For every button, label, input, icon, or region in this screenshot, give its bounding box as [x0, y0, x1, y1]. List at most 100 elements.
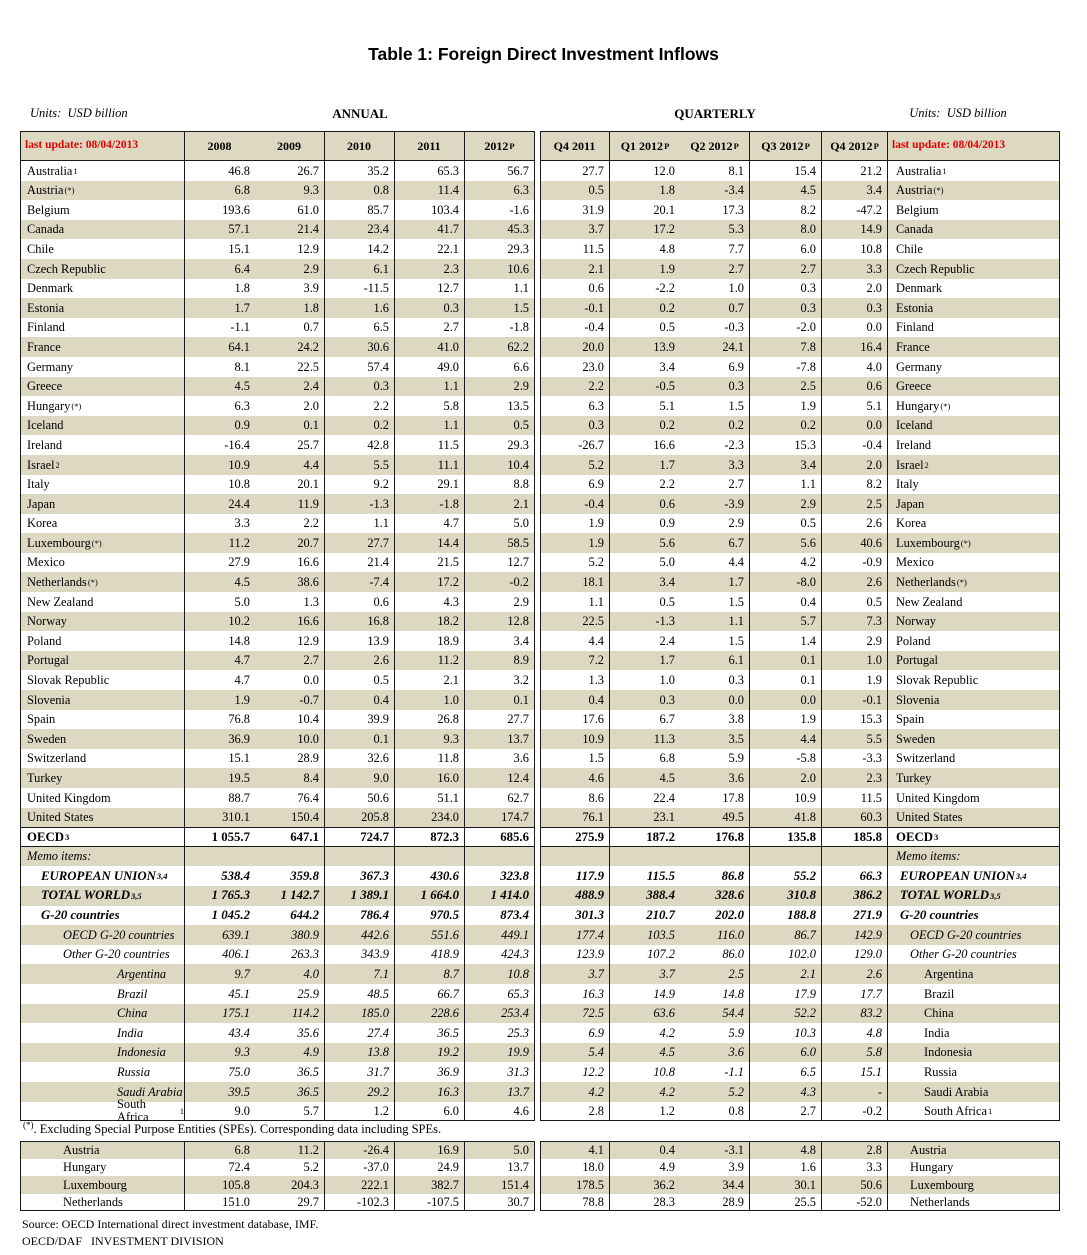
country-label-right: Norway	[888, 611, 1060, 632]
table-gap	[535, 435, 540, 455]
annual-value: 6.3	[465, 180, 535, 201]
annual-value: 150.4	[255, 807, 325, 828]
quarterly-value: 5.1	[610, 396, 680, 416]
annual-value: 3.3	[185, 513, 255, 534]
annual-value: 418.9	[395, 944, 465, 965]
quarterly-value: 4.5	[750, 180, 822, 201]
annual-section-label: ANNUAL	[332, 106, 388, 121]
quarterly-value: 2.7	[680, 258, 750, 279]
annual-value: 1.0	[395, 690, 465, 710]
country-label: Indonesia	[20, 1042, 185, 1063]
annual-value: 27.7	[465, 709, 535, 730]
quarterly-value: 14.9	[822, 219, 888, 240]
quarterly-value: 271.9	[822, 905, 888, 926]
quarterly-value: 102.0	[750, 944, 822, 965]
annual-value: 23.4	[325, 219, 395, 240]
quarterly-value: 10.8	[610, 1062, 680, 1082]
quarterly-value: 14.9	[610, 983, 680, 1004]
table-row: Australia 1 46.8 26.7 35.2 65.3 56.7 27.7 12.0 8.…	[20, 161, 1060, 181]
annual-value: 6.6	[465, 356, 535, 377]
quarterly-value: 10.9	[750, 788, 822, 808]
annual-value: 449.1	[465, 925, 535, 945]
annual-value: 6.3	[185, 396, 255, 416]
country-label: Luxembourg	[20, 1176, 185, 1194]
table-gap	[535, 376, 540, 397]
quarterly-value: 0.2	[610, 298, 680, 318]
quarterly-value: 6.7	[610, 709, 680, 730]
annual-value: 51.1	[395, 788, 465, 808]
table-gap	[535, 180, 540, 201]
annual-value: 1 664.0	[395, 885, 465, 906]
country-label-right: Luxembourg (*)	[888, 533, 1060, 553]
annual-value: 75.0	[185, 1062, 255, 1082]
country-label: Iceland	[20, 415, 185, 436]
table-row: Poland 14.8 12.9 13.9 18.9 3.4 4.4 2.4 1.5 1.4 2.9…	[20, 631, 1060, 651]
table-gap	[535, 161, 540, 181]
annual-value: 13.8	[325, 1042, 395, 1063]
quarterly-value: 16.4	[822, 337, 888, 357]
quarterly-value: 11.3	[610, 729, 680, 749]
annual-value: 1 055.7	[185, 827, 255, 847]
country-label: Chile	[20, 239, 185, 259]
table-gap	[535, 748, 540, 769]
country-label: TOTAL WORLD 3,5	[20, 885, 185, 906]
quarterly-value: 176.8	[680, 827, 750, 847]
annual-value: 367.3	[325, 866, 395, 886]
table-gap	[535, 258, 540, 279]
annual-value: 88.7	[185, 788, 255, 808]
quarterly-value: -5.8	[750, 748, 822, 769]
quarterly-value: 0.1	[750, 670, 822, 691]
quarterly-value: -0.4	[540, 317, 610, 338]
quarterly-value: 129.0	[822, 944, 888, 965]
annual-value: 27.7	[325, 533, 395, 553]
table-row: Sweden 36.9 10.0 0.1 9.3 13.7 10.9 11.3 3.5 4.4 5.…	[20, 729, 1060, 749]
quarterly-value: 4.2	[750, 552, 822, 573]
quarterly-value: 86.7	[750, 925, 822, 945]
quarterly-value: 4.4	[750, 729, 822, 749]
quarterly-value: 1.9	[610, 258, 680, 279]
annual-value: 5.0	[465, 513, 535, 534]
annual-value: 24.2	[255, 337, 325, 357]
quarterly-value: 78.8	[540, 1193, 610, 1212]
quarterly-value: 83.2	[822, 1003, 888, 1024]
table-row: United States 310.1 150.4 205.8 234.0 174.7 76…	[20, 807, 1060, 828]
table-row: Hungary 72.4 5.2 -37.0 24.9 13.7 18.0 4.9 3.9 1.6…	[20, 1158, 1060, 1177]
country-label: Other G-20 countries	[20, 944, 185, 965]
quarterly-value: 1.1	[680, 611, 750, 632]
quarterly-value: 1.3	[540, 670, 610, 691]
annual-value: 10.8	[185, 474, 255, 495]
quarterly-value: 2.5	[680, 964, 750, 984]
quarterly-value: 17.7	[822, 983, 888, 1004]
annual-value: -11.5	[325, 278, 395, 299]
quarterly-value: 2.0	[822, 278, 888, 299]
annual-value: 10.6	[465, 258, 535, 279]
quarterly-value: -0.1	[540, 298, 610, 318]
quarterly-value: 7.8	[750, 337, 822, 357]
quarterly-value: -0.9	[822, 552, 888, 573]
table-row: Finland -1.1 0.7 6.5 2.7 -1.8 -0.4 0.5 -0.3 -2.0 0…	[20, 317, 1060, 338]
quarterly-value: 0.6	[610, 494, 680, 514]
annual-value: 430.6	[395, 866, 465, 886]
quarterly-value: 6.0	[750, 1042, 822, 1063]
quarterly-value: 328.6	[680, 885, 750, 906]
quarterly-value: 20.0	[540, 337, 610, 357]
annual-value: 185.0	[325, 1003, 395, 1024]
annual-value: 2.4	[255, 376, 325, 397]
annual-value: 724.7	[325, 827, 395, 847]
annual-value: 4.7	[185, 670, 255, 691]
annual-value: 2.9	[255, 258, 325, 279]
country-label-right: United Kingdom	[888, 788, 1060, 808]
annual-value: 25.7	[255, 435, 325, 455]
table-row: Portugal 4.7 2.7 2.6 11.2 8.9 7.2 1.7 6.1 0.1 1.0 P…	[20, 650, 1060, 671]
quarterly-value: 3.8	[680, 709, 750, 730]
quarterly-value: 2.4	[610, 631, 680, 651]
country-label: Japan	[20, 494, 185, 514]
annual-value: 406.1	[185, 944, 255, 965]
quarterly-value: 3.4	[610, 356, 680, 377]
table-gap	[535, 298, 540, 318]
table-row: France 64.1 24.2 30.6 41.0 62.2 20.0 13.9 24.1 7.…	[20, 337, 1060, 357]
table-gap	[535, 1062, 540, 1082]
quarterly-value: 11.5	[540, 239, 610, 259]
spe-table: Austria 6.8 11.2 -26.4 16.9 5.0 4.1 0.4 -3.1 4.8 2…	[20, 1141, 1060, 1212]
col-header-2008: 2008	[185, 131, 255, 161]
